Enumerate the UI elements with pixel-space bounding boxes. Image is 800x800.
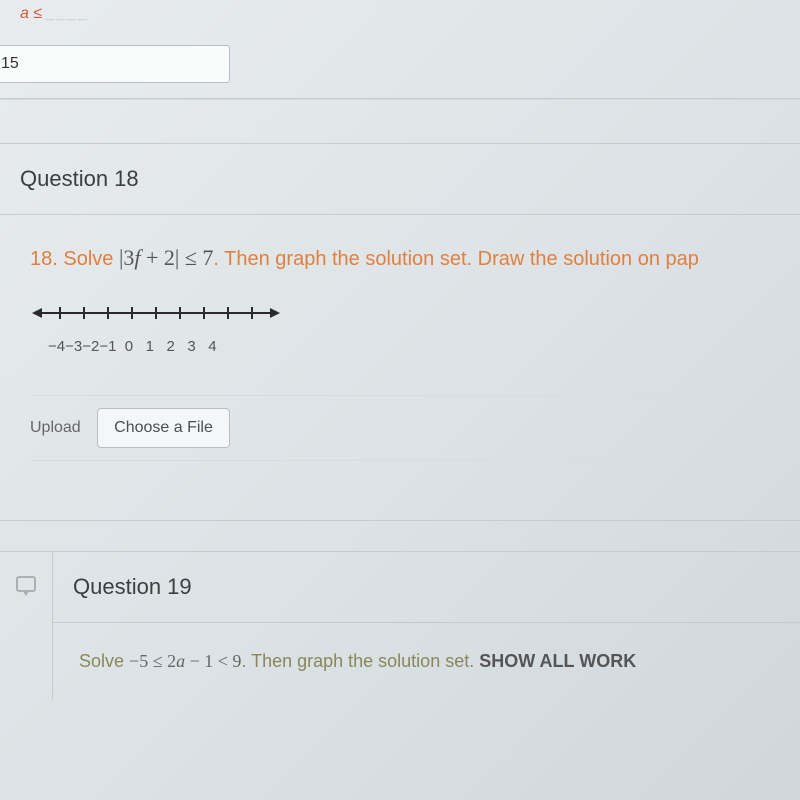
tick-label: 0	[125, 338, 133, 355]
question-18-title: Question 18	[20, 166, 139, 191]
solve-verb-19: Solve	[79, 651, 124, 671]
fragment-variable: a	[20, 5, 29, 22]
tick-label: 2	[167, 338, 175, 355]
section-divider	[0, 99, 800, 144]
tick-label: −1	[99, 338, 116, 355]
answer-input[interactable]	[0, 45, 230, 83]
answer-input-row	[0, 30, 800, 99]
fragment-blank: ____	[47, 5, 91, 22]
previous-question-fragment: a ≤ ____	[0, 0, 800, 30]
comment-icon[interactable]	[16, 576, 36, 592]
question-18-prompt: 18. Solve |3f + 2| ≤ 7. Then graph the s…	[30, 245, 770, 271]
tick-label: 3	[187, 338, 195, 355]
math-expression-19: −5 ≤ 2a − 1 < 9	[129, 651, 241, 671]
solve-verb: Solve	[63, 248, 113, 270]
comment-icon-column	[0, 552, 52, 700]
question-19-container: Question 19 Solve −5 ≤ 2a − 1 < 9. Then …	[0, 551, 800, 700]
question-19-header: Question 19	[53, 552, 800, 623]
question-18-body: 18. Solve |3f + 2| ≤ 7. Then graph the s…	[0, 215, 800, 481]
section-gap	[0, 521, 800, 551]
math-expression: |3f + 2| ≤ 7	[119, 245, 213, 270]
tick-label: 4	[208, 338, 216, 355]
show-work-bold: SHOW ALL WORK	[479, 651, 636, 671]
number-line: −4−3−2−1 0 1 2 3 4	[30, 301, 770, 355]
instruction-19: . Then graph the solution set.	[241, 651, 479, 671]
question-18-footer	[0, 481, 800, 521]
number-line-labels: −4−3−2−1 0 1 2 3 4	[30, 338, 770, 355]
question-18-header: Question 18	[0, 144, 800, 215]
tick-label: 1	[146, 338, 154, 355]
question-19-main: Question 19 Solve −5 ≤ 2a − 1 < 9. Then …	[52, 552, 800, 700]
choose-file-button[interactable]: Choose a File	[97, 408, 230, 448]
upload-label: Upload	[30, 419, 81, 436]
question-number: 18.	[30, 248, 58, 270]
instruction-text: . Then graph the solution set. Draw the …	[213, 248, 699, 270]
number-line-svg	[30, 301, 290, 331]
tick-label: −2	[82, 338, 99, 355]
upload-row: Upload Choose a File	[30, 395, 770, 461]
question-19-title: Question 19	[73, 574, 192, 599]
tick-label: −3	[65, 338, 82, 355]
question-19-body: Solve −5 ≤ 2a − 1 < 9. Then graph the so…	[53, 623, 800, 700]
fragment-operator: ≤	[33, 5, 42, 22]
tick-label: −4	[48, 338, 65, 355]
